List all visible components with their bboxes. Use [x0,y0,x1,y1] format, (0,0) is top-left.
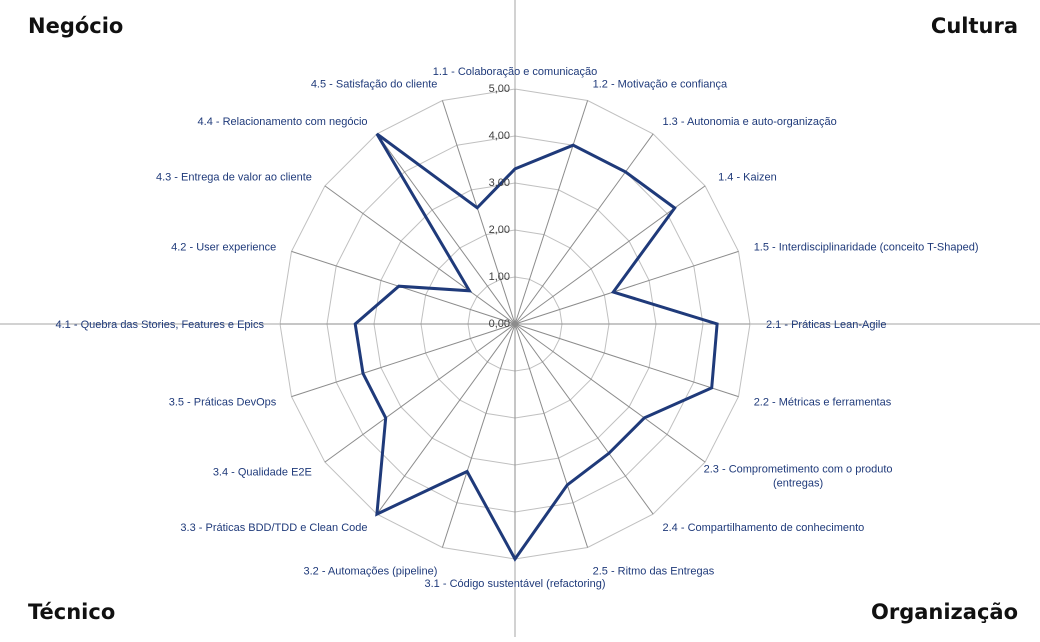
spoke [514,323,654,515]
category-label: 3.5 - Práticas DevOps [169,397,277,409]
category-label: 1.1 - Colaboração e comunicação [433,66,597,78]
radial-tick-labels: 0,00 1,00 2,00 3,00 4,00 5,00 [489,83,510,330]
spoke [514,323,706,463]
category-label: 1.2 - Motivação e confiança [593,78,728,90]
spoke [441,323,516,548]
category-label: 2.3 - Comprometimento com o produto (entr… [704,464,893,490]
tick-label: 3,00 [489,177,510,189]
spoke [291,323,516,398]
spoke [514,185,706,325]
category-label: 4.1 - Quebra das Stories, Features e Epi… [56,319,265,331]
quadrant-label-negocio: Negócio [28,14,124,38]
tick-label: 2,00 [489,224,510,236]
quadrant-label-cultura: Cultura [930,14,1018,38]
tick-label: 4,00 [489,130,510,142]
category-label: 4.2 - User experience [171,241,276,253]
spoke [441,100,516,325]
tick-label: 5,00 [489,83,510,95]
spoke [324,185,516,325]
quadrant-label-tecnico: Técnico [28,600,116,624]
series-line [353,132,719,562]
spoke [514,323,589,548]
category-label: 3.1 - Código sustentável (refactoring) [425,578,606,590]
spoke [514,100,589,325]
category-label: 1.3 - Autonomia e auto-organização [663,116,837,128]
category-label: 2.5 - Ritmo das Entregas [593,566,715,578]
tick-label: 0,00 [489,318,510,330]
quadrant-label-organizacao: Organização [871,600,1018,624]
category-label: 3.3 - Práticas BDD/TDD e Clean Code [180,522,367,534]
radar-spokes [280,89,750,559]
category-label: 3.4 - Qualidade E2E [213,467,312,479]
spoke [514,323,739,398]
category-label: 2.1 - Práticas Lean-Agile [766,319,886,331]
category-label: 2.4 - Compartilhamento de conhecimento [663,522,865,534]
category-label: 4.3 - Entrega de valor ao cliente [156,172,312,184]
category-label: 2.2 - Métricas e ferramentas [754,397,892,409]
spoke [376,323,516,515]
category-label: 3.2 - Automações (pipeline) [303,566,437,578]
spoke [514,133,654,325]
radar-series [353,132,719,562]
spoke [514,250,739,325]
category-label: 1.4 - Kaizen [718,172,777,184]
tick-label: 1,00 [489,271,510,283]
spoke [324,323,516,463]
category-label: 4.5 - Satisfação do cliente [311,78,438,90]
spoke [376,133,516,325]
category-label: 1.5 - Interdisciplinaridade (conceito T-… [754,241,979,253]
category-label: 4.4 - Relacionamento com negócio [198,116,368,128]
